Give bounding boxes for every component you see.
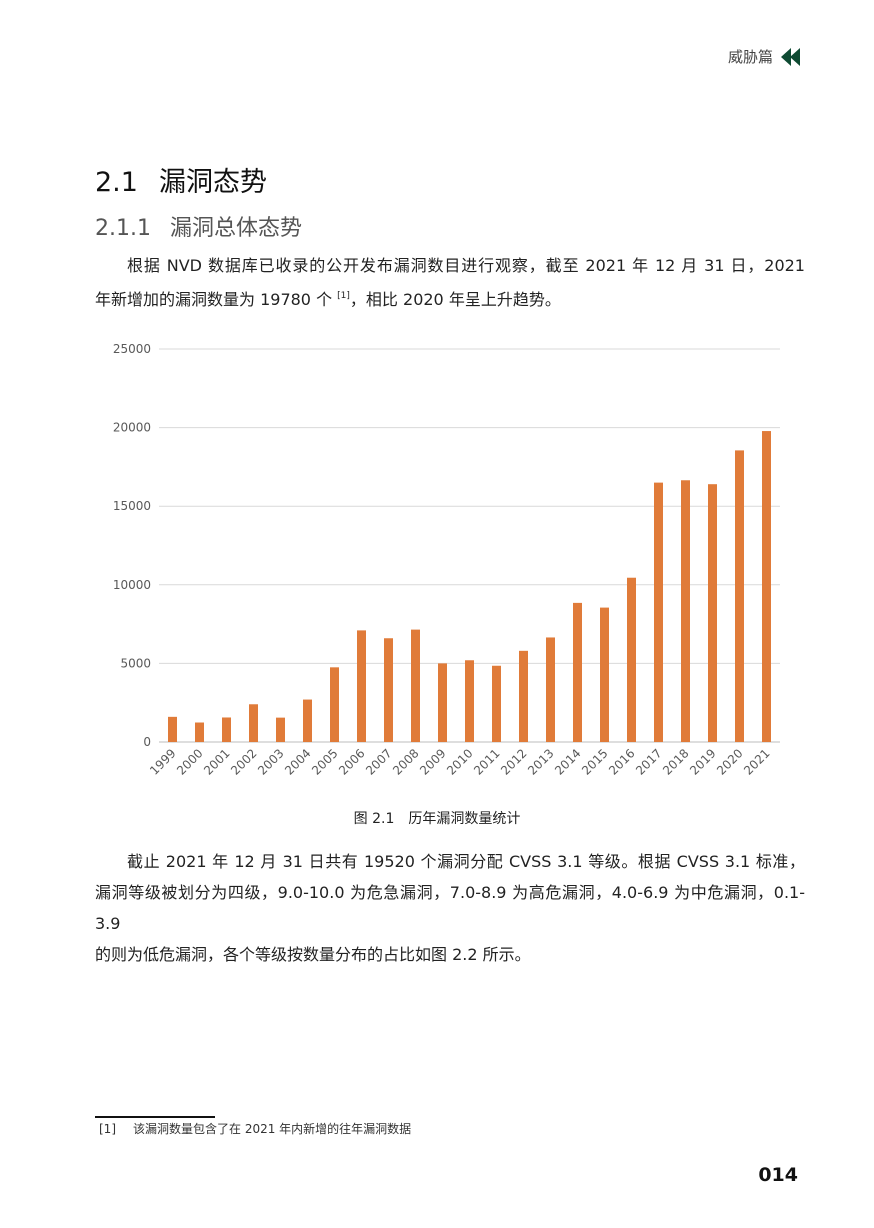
x-tick-label: 2010	[444, 746, 475, 777]
section-heading: 2.1 漏洞态势	[95, 160, 267, 199]
bar	[465, 660, 474, 742]
intro-line-2-text: 年新增加的漏洞数量为 19780 个	[95, 290, 338, 309]
bar	[276, 717, 285, 742]
x-tick-label: 2012	[498, 746, 529, 777]
y-tick-label: 10000	[113, 578, 151, 592]
bar	[438, 663, 447, 742]
page-number: 014	[758, 1164, 798, 1186]
x-tick-label: 1999	[147, 746, 178, 777]
footnote-divider	[95, 1116, 215, 1118]
section-tag-label: 威胁篇	[727, 48, 773, 66]
x-tick-label: 2015	[579, 746, 610, 777]
x-tick-label: 2008	[390, 746, 421, 777]
header-section-tag: 威胁篇	[728, 46, 800, 67]
y-tick-label: 5000	[120, 656, 151, 670]
intro-line-2: 年新增加的漏洞数量为 19780 个 [1]，相比 2020 年呈上升趋势。	[95, 281, 805, 315]
x-tick-label: 2013	[525, 746, 556, 777]
x-tick-label: 2006	[336, 746, 367, 777]
intro-line-2-tail: ，相比 2020 年呈上升趋势。	[349, 290, 561, 309]
cvss-paragraph: 截止 2021 年 12 月 31 日共有 19520 个漏洞分配 CVSS 3…	[95, 846, 805, 970]
bar	[303, 699, 312, 742]
bar	[654, 482, 663, 742]
x-tick-label: 2014	[552, 746, 583, 777]
x-tick-label: 2011	[471, 746, 502, 777]
bar	[600, 607, 609, 742]
x-tick-label: 2021	[741, 746, 772, 777]
x-tick-label: 2007	[363, 746, 394, 777]
x-tick-label: 2016	[606, 746, 637, 777]
footnote: [1] 该漏洞数量包含了在 2021 年内新增的往年漏洞数据	[99, 1120, 411, 1137]
intro-line-1: 根据 NVD 数据库已收录的公开发布漏洞数目进行观察，截至 2021 年 12 …	[127, 256, 805, 275]
x-tick-label: 2019	[687, 746, 718, 777]
y-tick-label: 25000	[113, 342, 151, 356]
x-tick-label: 2003	[255, 746, 286, 777]
x-tick-label: 2017	[633, 746, 664, 777]
bar	[762, 431, 771, 742]
bar	[681, 480, 690, 742]
subsection-heading: 2.1.1 漏洞总体态势	[95, 210, 302, 242]
footnote-text: 该漏洞数量包含了在 2021 年内新增的往年漏洞数据	[133, 1122, 412, 1136]
subsection-number: 2.1.1	[95, 216, 151, 241]
x-tick-label: 2001	[201, 746, 232, 777]
bar	[546, 637, 555, 742]
vulnerability-count-bar-chart: 0500010000150002000025000199920002001200…	[113, 342, 780, 778]
x-tick-label: 2005	[309, 746, 340, 777]
double-chevron-left-icon	[781, 47, 800, 66]
cvss-line-2: 漏洞等级被划分为四级，9.0-10.0 为危急漏洞，7.0-8.9 为高危漏洞，…	[95, 883, 805, 933]
bar	[627, 577, 636, 742]
intro-paragraph: 根据 NVD 数据库已收录的公开发布漏洞数目进行观察，截至 2021 年 12 …	[95, 250, 805, 315]
x-tick-label: 2002	[228, 746, 259, 777]
y-tick-label: 15000	[113, 499, 151, 513]
bar	[708, 484, 717, 742]
bar	[249, 704, 258, 742]
bar	[384, 638, 393, 742]
bar	[222, 717, 231, 742]
section-title: 漏洞态势	[159, 167, 267, 198]
subsection-title: 漏洞总体态势	[170, 216, 303, 241]
footnote-marker: [1]	[99, 1122, 116, 1136]
bar	[492, 665, 501, 742]
bar	[330, 667, 339, 742]
bar	[573, 602, 582, 742]
x-tick-label: 2009	[417, 746, 448, 777]
bar	[411, 629, 420, 742]
y-tick-label: 20000	[113, 421, 151, 435]
section-number: 2.1	[95, 167, 138, 198]
x-tick-label: 2018	[660, 746, 691, 777]
x-tick-label: 2004	[282, 746, 313, 777]
bar	[735, 450, 744, 742]
y-tick-label: 0	[143, 735, 151, 749]
bar	[168, 716, 177, 742]
footnote-reference[interactable]: [1]	[337, 291, 350, 301]
bar	[519, 650, 528, 742]
cvss-line-1: 截止 2021 年 12 月 31 日共有 19520 个漏洞分配 CVSS 3…	[127, 852, 805, 871]
cvss-line-3: 的则为低危漏洞，各个等级按数量分布的占比如图 2.2 所示。	[95, 945, 531, 964]
figure-caption: 图 2.1 历年漏洞数量统计	[353, 811, 521, 827]
x-tick-label: 2000	[174, 746, 205, 777]
bar	[195, 722, 204, 742]
x-tick-label: 2020	[714, 746, 745, 777]
bar	[357, 630, 366, 742]
